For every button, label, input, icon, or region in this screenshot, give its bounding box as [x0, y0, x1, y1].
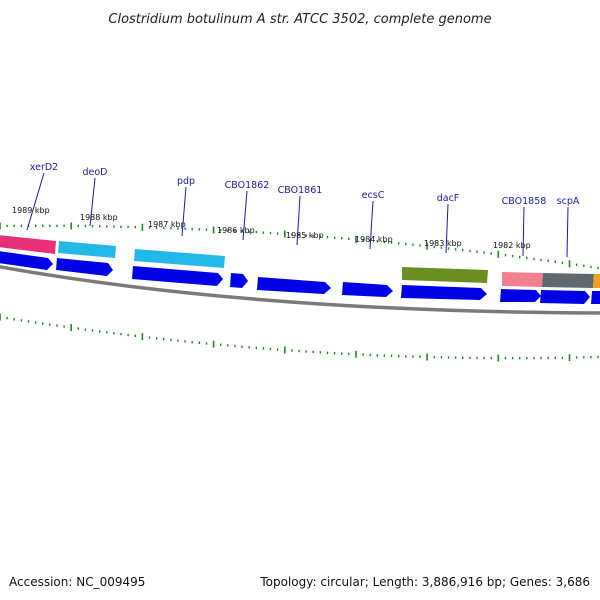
- function-track: [0, 235, 600, 288]
- gene-leader-line: [89, 177, 96, 227]
- gene-leader-line: [26, 172, 45, 231]
- function-block-dacf[interactable]: [402, 267, 488, 283]
- kbp-label: 1987 kbp: [148, 220, 186, 229]
- gene-labels: xerD2 deoD pdp CBO1862 CBO1861 ecsC dacF…: [26, 162, 580, 258]
- inner-tick-ring: [0, 222, 599, 270]
- genome-summary-text: Topology: circular; Length: 3,886,916 bp…: [259, 575, 590, 589]
- kbp-label: 1982 kbp: [493, 241, 531, 250]
- cds-arrow[interactable]: [56, 258, 113, 276]
- gene-leader-line: [566, 206, 569, 258]
- cds-arrow[interactable]: [342, 282, 393, 297]
- kbp-label: 1989 kbp: [12, 206, 50, 215]
- kbp-label: 1985 kbp: [286, 231, 324, 240]
- gene-label-deod[interactable]: deoD: [82, 167, 107, 178]
- genome-backbone: [0, 265, 600, 315]
- function-block-edge[interactable]: [593, 274, 600, 288]
- cds-arrow[interactable]: [0, 251, 53, 270]
- function-block-deod[interactable]: [58, 241, 116, 258]
- function-block-xerd2[interactable]: [0, 235, 56, 254]
- cds-arrow[interactable]: [500, 289, 541, 302]
- cds-arrow[interactable]: [401, 285, 487, 300]
- forward-cds-track: [0, 251, 600, 304]
- gene-leader-line: [181, 186, 187, 237]
- gene-label-ecsc[interactable]: ecsC: [362, 190, 385, 201]
- map-title: Clostridium botulinum A str. ATCC 3502, …: [108, 12, 491, 27]
- kbp-label: 1986 kbp: [217, 226, 255, 235]
- kbp-label: 1984 kbp: [355, 235, 393, 244]
- gene-label-pdp[interactable]: pdp: [177, 176, 195, 187]
- function-block-scpa[interactable]: [542, 273, 594, 288]
- gene-leader-line: [296, 195, 301, 246]
- kbp-label: 1983 kbp: [424, 239, 462, 248]
- cds-arrow[interactable]: [257, 277, 331, 294]
- function-block-cbo1858[interactable]: [502, 272, 543, 287]
- kbp-label: 1988 kbp: [80, 213, 118, 222]
- gene-label-cbo1861[interactable]: CBO1861: [278, 185, 323, 196]
- gene-label-dacf[interactable]: dacF: [437, 193, 460, 204]
- cds-arrow[interactable]: [540, 290, 590, 304]
- cds-arrow[interactable]: [230, 273, 248, 288]
- gene-label-xerd2[interactable]: xerD2: [30, 162, 58, 173]
- gene-leader-line: [369, 200, 374, 250]
- function-block-pdp[interactable]: [134, 249, 225, 268]
- cds-arrow[interactable]: [591, 291, 600, 304]
- gene-leader-line: [522, 206, 525, 257]
- gene-label-cbo1862[interactable]: CBO1862: [225, 180, 270, 191]
- accession-text: Accession: NC_009495: [9, 575, 145, 589]
- gene-leader-line: [445, 203, 449, 254]
- gene-label-scpa[interactable]: scpA: [557, 196, 580, 207]
- gene-label-cbo1858[interactable]: CBO1858: [502, 196, 547, 207]
- gene-leader-line: [242, 190, 248, 241]
- position-labels: 1989 kbp 1988 kbp 1987 kbp 1986 kbp 1985…: [12, 206, 531, 250]
- outer-tick-ring: [0, 313, 599, 362]
- cds-arrow[interactable]: [132, 266, 223, 286]
